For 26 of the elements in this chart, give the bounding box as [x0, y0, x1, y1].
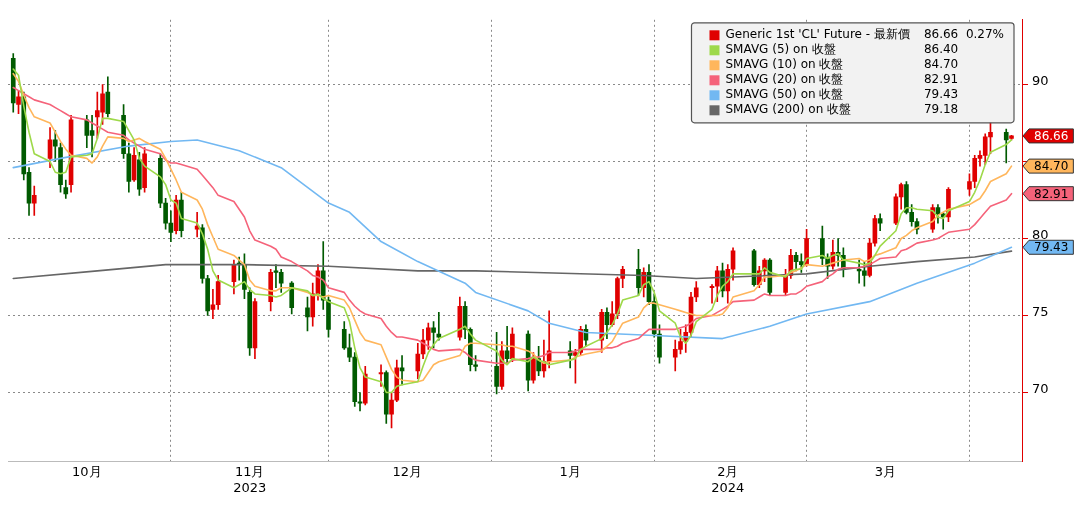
- x-tick-label: 10月: [72, 463, 102, 479]
- annotation: 79.43: [923, 87, 959, 102]
- data-label: 79.43: [1034, 240, 1069, 255]
- annotation: 82.91: [923, 72, 959, 87]
- annotation: 79.18: [923, 102, 959, 117]
- legend-label: SMAVG (20) on 收盤: [725, 72, 844, 87]
- y-tick-label: 90: [1032, 72, 1049, 88]
- data-label: 82.91: [1034, 186, 1069, 201]
- legend-label: SMAVG (50) on 收盤: [725, 87, 844, 102]
- x-tick-label: 3月: [874, 463, 897, 479]
- text: 86.66: [1034, 129, 1069, 144]
- x-tick-label: 2月 2024: [711, 463, 745, 495]
- data-label: 84.70: [1034, 159, 1069, 174]
- legend-label: SMAVG (5) on 收盤: [725, 42, 836, 57]
- y-tick-label: 75: [1032, 303, 1049, 319]
- legend-label: Generic 1st 'CL' Future - 最新價: [725, 27, 910, 42]
- annotation: 86.40: [923, 42, 959, 57]
- annotation: 86.66 0.27%: [923, 27, 1005, 42]
- y-tick-label: 80: [1032, 226, 1049, 242]
- x-tick-label: 1月: [559, 463, 581, 479]
- x-tick-label: 11月 2023: [233, 463, 267, 495]
- x-tick-label: 12月: [392, 463, 423, 479]
- annotation: 84.70: [923, 57, 959, 72]
- y-tick-label: 70: [1032, 380, 1049, 396]
- legend-label: SMAVG (10) on 收盤: [725, 57, 844, 72]
- legend-label: SMAVG (200) on 收盤: [725, 102, 852, 117]
